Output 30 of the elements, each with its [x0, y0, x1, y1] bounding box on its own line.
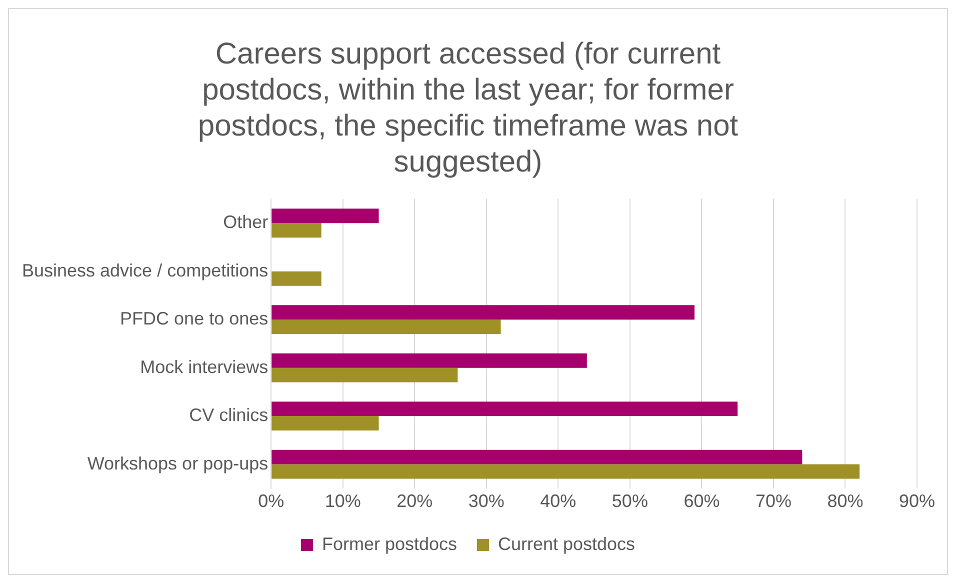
x-tick-label: 60%: [684, 491, 720, 512]
x-tick-label: 70%: [755, 491, 792, 512]
x-tick-label: 10%: [324, 491, 361, 512]
bar: [272, 450, 802, 464]
bar: [272, 402, 738, 416]
bar: [272, 305, 695, 320]
bar: [272, 320, 501, 334]
y-tick-label: PFDC one to ones: [120, 308, 268, 329]
bar: [272, 416, 379, 431]
legend-label: Current postdocs: [498, 534, 636, 554]
bar: [272, 271, 322, 286]
legend-label: Former postdocs: [322, 534, 457, 554]
chart-title: Careers support accessed (for current postdocs, within the last year; for former postdocs, the specific timeframe was not suggested): [198, 37, 739, 178]
y-tick-label: Workshops or pop-ups: [87, 453, 268, 474]
y-tick-label: Other: [223, 212, 268, 232]
y-tick-label: CV clinics: [189, 405, 268, 426]
bar: [272, 368, 458, 382]
x-tick-label: 90%: [898, 491, 936, 512]
y-tick-label: Mock interviews: [140, 356, 268, 377]
bar: [272, 223, 322, 238]
x-tick-label: 40%: [540, 491, 576, 512]
bar: [272, 353, 587, 368]
bar: [272, 464, 860, 479]
x-tick-label: 20%: [396, 491, 433, 512]
y-tick-label: Business advice / competitions: [22, 260, 268, 280]
x-tick-label: 0%: [258, 491, 284, 512]
x-tick-label: 80%: [827, 491, 864, 512]
x-tick-label: 50%: [612, 491, 648, 512]
x-tick-label: 30%: [468, 491, 504, 512]
bar: [272, 208, 379, 224]
